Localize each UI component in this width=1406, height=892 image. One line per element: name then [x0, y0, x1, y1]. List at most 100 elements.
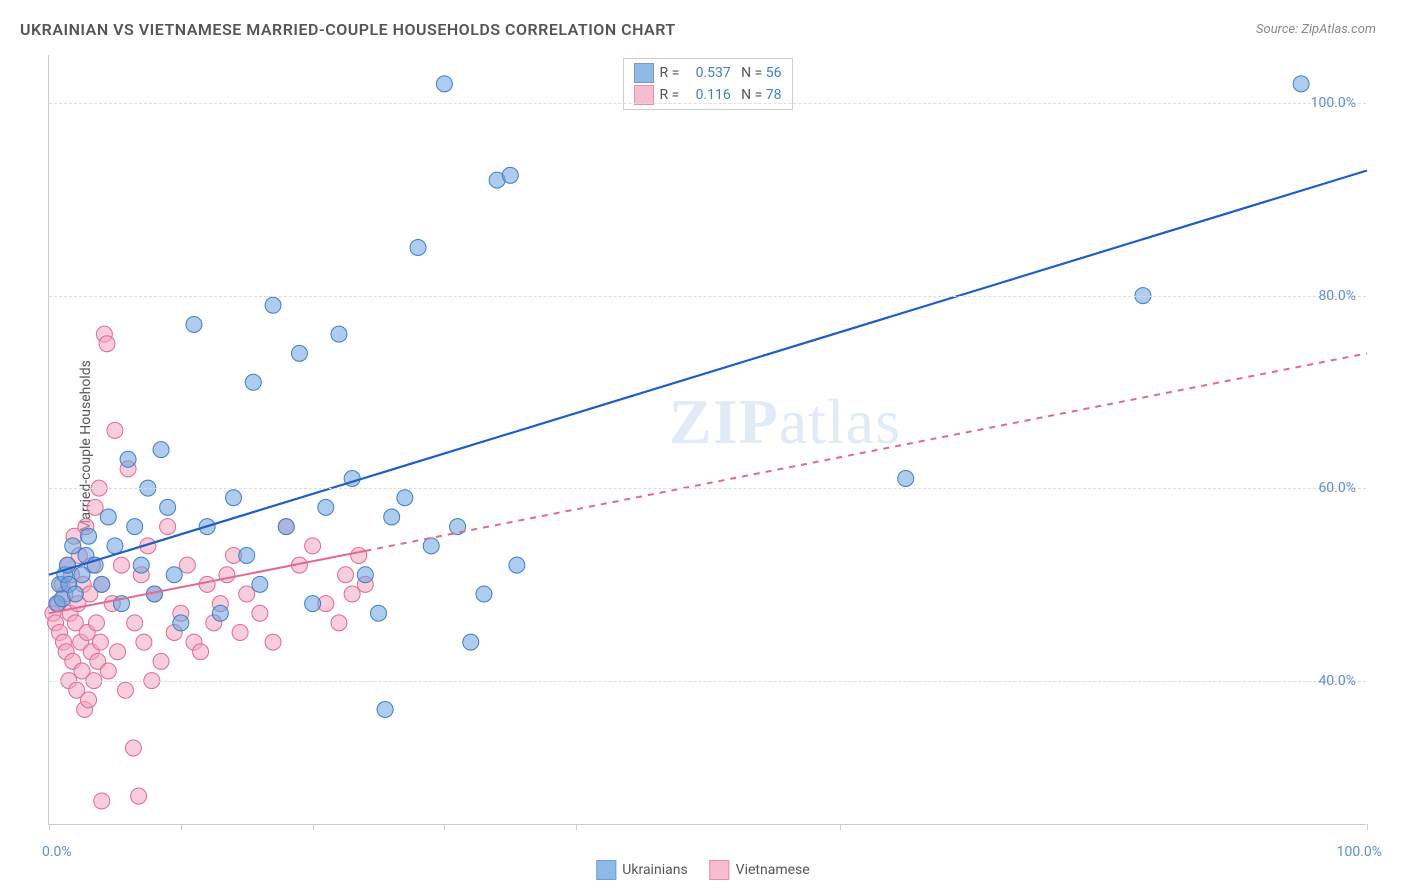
legend-correlation-row: R = 0.116 N = 78: [633, 85, 781, 105]
legend-series-label: Ukrainians: [622, 862, 687, 878]
x-tick: [576, 824, 577, 830]
data-point: [153, 653, 169, 669]
data-point: [397, 490, 413, 506]
data-point: [331, 615, 347, 631]
x-tick: [181, 824, 182, 830]
data-point: [125, 740, 141, 756]
data-point: [153, 442, 169, 458]
legend-series: Ukrainians Vietnamese: [596, 860, 809, 880]
x-tick: [313, 824, 314, 830]
data-point: [100, 663, 116, 679]
data-point: [476, 586, 492, 602]
data-point: [338, 567, 354, 583]
data-point: [436, 76, 452, 92]
data-point: [423, 538, 439, 554]
data-point: [81, 528, 97, 544]
gridline: [49, 681, 1366, 682]
plot-svg: [49, 55, 1366, 824]
data-point: [239, 548, 255, 564]
data-point: [199, 576, 215, 592]
data-point: [92, 634, 108, 650]
data-point: [265, 634, 281, 650]
data-point: [344, 586, 360, 602]
data-point: [94, 793, 110, 809]
chart-container: UKRAINIAN VS VIETNAMESE MARRIED-COUPLE H…: [0, 0, 1406, 892]
legend-series-item: Ukrainians: [596, 860, 687, 880]
data-point: [173, 615, 189, 631]
data-point: [232, 625, 248, 641]
data-point: [74, 567, 90, 583]
data-point: [67, 586, 83, 602]
data-point: [107, 422, 123, 438]
data-point: [107, 538, 123, 554]
data-point: [371, 605, 387, 621]
data-point: [131, 788, 147, 804]
data-point: [351, 548, 367, 564]
data-point: [136, 634, 152, 650]
x-tick: [1367, 824, 1368, 830]
data-point: [110, 644, 126, 660]
data-point: [384, 509, 400, 525]
x-tick: [444, 824, 445, 830]
data-point: [291, 345, 307, 361]
legend-series-item: Vietnamese: [710, 860, 810, 880]
gridline: [49, 103, 1366, 104]
data-point: [265, 297, 281, 313]
data-point: [219, 567, 235, 583]
legend-series-label: Vietnamese: [736, 862, 810, 878]
data-point: [305, 538, 321, 554]
data-point: [113, 557, 129, 573]
data-point: [133, 557, 149, 573]
trend-line: [49, 171, 1367, 575]
x-axis-max-label: 100.0%: [1337, 844, 1382, 860]
data-point: [117, 682, 133, 698]
plot-area: ZIPatlas R = 0.537 N = 56R = 0.116 N = 7…: [48, 55, 1366, 825]
data-point: [252, 605, 268, 621]
data-point: [88, 615, 104, 631]
data-point: [166, 567, 182, 583]
legend-swatch: [633, 63, 653, 83]
data-point: [278, 519, 294, 535]
data-point: [94, 576, 110, 592]
legend-swatch: [633, 85, 653, 105]
y-tick-label: 80.0%: [1318, 288, 1356, 304]
data-point: [305, 596, 321, 612]
data-point: [410, 240, 426, 256]
y-tick-label: 100.0%: [1311, 95, 1356, 111]
data-point: [87, 499, 103, 515]
data-point: [127, 615, 143, 631]
x-tick: [840, 824, 841, 830]
data-point: [81, 692, 97, 708]
data-point: [377, 702, 393, 718]
data-point: [179, 557, 195, 573]
data-point: [120, 451, 136, 467]
data-point: [239, 586, 255, 602]
y-tick-label: 40.0%: [1318, 673, 1356, 689]
x-axis-min-label: 0.0%: [42, 844, 72, 860]
data-point: [212, 605, 228, 621]
data-point: [193, 644, 209, 660]
data-point: [898, 471, 914, 487]
data-point: [127, 519, 143, 535]
x-tick: [49, 824, 50, 830]
data-point: [502, 167, 518, 183]
legend-swatch: [710, 860, 730, 880]
data-point: [100, 509, 116, 525]
data-point: [160, 499, 176, 515]
legend-correlation-text: R = 0.116 N = 78: [659, 87, 781, 103]
y-tick-label: 60.0%: [1318, 480, 1356, 496]
data-point: [463, 634, 479, 650]
gridline: [49, 296, 1366, 297]
data-point: [99, 336, 115, 352]
legend-swatch: [596, 860, 616, 880]
data-point: [226, 490, 242, 506]
data-point: [65, 538, 81, 554]
data-point: [160, 519, 176, 535]
chart-title: UKRAINIAN VS VIETNAMESE MARRIED-COUPLE H…: [20, 20, 676, 39]
legend-correlation-text: R = 0.537 N = 56: [659, 65, 781, 81]
data-point: [252, 576, 268, 592]
data-point: [318, 499, 334, 515]
data-point: [186, 317, 202, 333]
gridline: [49, 488, 1366, 489]
data-point: [331, 326, 347, 342]
